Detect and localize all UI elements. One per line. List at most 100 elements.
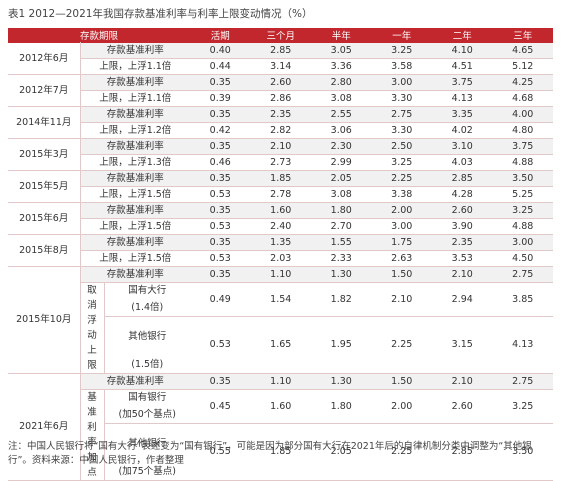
row-label: 存款基准利率 [80, 266, 190, 283]
value-cell: 3.00 [492, 234, 553, 251]
value-cell: 3.50 [492, 423, 553, 481]
row-label: 存款基准利率 [80, 170, 190, 187]
value-cell: 3.85 [492, 282, 553, 317]
value-cell: 1.60 [250, 389, 311, 424]
sub-note: (1.5倍) [104, 356, 190, 374]
value-cell: 2.30 [311, 138, 372, 155]
value-cell: 3.53 [432, 250, 493, 267]
value-cell: 2.85 [432, 423, 493, 481]
value-cell: 2.80 [311, 74, 372, 91]
value-cell: 1.75 [371, 234, 432, 251]
date-cell: 2012年6月 [8, 42, 81, 75]
value-cell: 0.35 [190, 106, 251, 123]
rate-table: 存款期限 活期 三个月 半年 一年 二年 三年 2012年6月 存款基准利率 0.40 2.85 3… [8, 28, 553, 481]
value-cell: 3.35 [432, 106, 493, 123]
value-cell: 4.00 [492, 106, 553, 123]
value-cell: 4.10 [432, 42, 493, 59]
value-cell: 2.86 [250, 90, 311, 107]
date-cell: 2015年3月 [8, 138, 81, 171]
sub-name: 其他银行 [128, 330, 167, 342]
value-cell: 3.38 [371, 186, 432, 203]
sub-name: 国有银行 [128, 392, 167, 404]
value-cell: 2.25 [371, 423, 432, 481]
value-cell: 2.10 [371, 282, 432, 317]
row-label: 存款基准利率 [80, 234, 190, 251]
sub-note: (1.4倍) [104, 299, 190, 317]
value-cell: 0.35 [190, 74, 251, 91]
value-cell: 1.55 [311, 234, 372, 251]
value-cell: 4.88 [492, 154, 553, 171]
date-cell: 2014年11月 [8, 106, 81, 139]
value-cell: 2.05 [311, 423, 372, 481]
value-cell: 4.51 [432, 58, 493, 75]
table-row: 取消浮动上限 国有大行 0.49 1.54 1.82 2.10 2.94 3.85 [8, 282, 553, 374]
value-cell: 2.63 [371, 250, 432, 267]
table-row: 2012年7月 存款基准利率 0.35 2.60 2.80 3.00 3.75 4.25 [8, 74, 553, 107]
sub-label: 基准利率加点 [80, 389, 105, 481]
row-label: 存款基准利率 [80, 74, 190, 91]
value-cell: 0.35 [190, 170, 251, 187]
table-row: 上限，上浮1.5倍 0.53 2.78 3.08 3.38 4.28 5.25 [8, 186, 553, 203]
value-cell: 0.53 [190, 250, 251, 267]
value-cell: 0.35 [190, 234, 251, 251]
value-cell: 0.53 [190, 218, 251, 235]
value-cell: 0.46 [190, 154, 251, 171]
value-cell: 0.53 [190, 316, 251, 374]
value-cell: 5.25 [492, 186, 553, 203]
value-cell: 2.35 [432, 234, 493, 251]
value-cell: 3.08 [311, 186, 372, 203]
value-cell: 2.75 [371, 106, 432, 123]
date-cell: 2012年7月 [8, 74, 81, 107]
value-cell: 0.40 [190, 42, 251, 59]
row-label: 上限，上浮1.5倍 [80, 218, 190, 235]
header-cell: 一年 [371, 28, 432, 43]
row-label: 上限，上浮1.5倍 [80, 250, 190, 267]
value-cell: 2.85 [250, 42, 311, 59]
value-cell: 2.25 [371, 170, 432, 187]
value-cell: 0.35 [190, 266, 251, 283]
value-cell: 2.94 [432, 282, 493, 317]
value-cell: 4.88 [492, 218, 553, 235]
header-cell: 三年 [492, 28, 553, 43]
value-cell: 3.58 [371, 58, 432, 75]
table-row: 2015年6月 存款基准利率 0.35 1.60 1.80 2.00 2.60 3.25 [8, 202, 553, 235]
value-cell: 2.75 [492, 266, 553, 283]
value-cell: 5.12 [492, 58, 553, 75]
value-cell: 2.70 [311, 218, 372, 235]
row-label: 存款基准利率 [80, 106, 190, 123]
value-cell: 3.25 [492, 202, 553, 219]
value-cell: 0.44 [190, 58, 251, 75]
value-cell: 1.10 [250, 266, 311, 283]
value-cell: 3.75 [432, 74, 493, 91]
table-row: 2015年3月 存款基准利率 0.35 2.10 2.30 2.50 3.10 3.75 [8, 138, 553, 171]
value-cell: 0.55 [190, 423, 251, 481]
value-cell: 2.10 [432, 266, 493, 283]
header-cell: 半年 [311, 28, 372, 43]
value-cell: 4.02 [432, 122, 493, 139]
date-cell: 2015年10月 [8, 266, 81, 374]
value-cell: 2.75 [492, 373, 553, 390]
value-cell: 1.60 [250, 202, 311, 219]
header-cell: 二年 [432, 28, 493, 43]
value-cell: 3.08 [311, 90, 372, 107]
value-cell: 3.15 [432, 316, 493, 374]
header-cell: 活期 [190, 28, 251, 43]
table-row: 2015年8月 存款基准利率 0.35 1.35 1.55 1.75 2.35 3.00 [8, 234, 553, 267]
row-label: 上限，上浮1.1倍 [80, 58, 190, 75]
table-row: (1.4倍) [8, 299, 553, 317]
row-label: 存款基准利率 [80, 138, 190, 155]
value-cell: 2.00 [371, 389, 432, 424]
value-cell: 2.73 [250, 154, 311, 171]
row-label: 上限，上浮1.2倍 [80, 122, 190, 139]
value-cell: 0.35 [190, 202, 251, 219]
value-cell: 0.39 [190, 90, 251, 107]
value-cell: 3.00 [371, 74, 432, 91]
value-cell: 3.30 [371, 122, 432, 139]
header-cell: 三个月 [250, 28, 311, 43]
row-label: 存款基准利率 [80, 42, 190, 59]
header-row: 存款期限 活期 三个月 半年 一年 二年 三年 [8, 28, 553, 43]
value-cell: 1.50 [371, 373, 432, 390]
table-row: 上限，上浮1.1倍 0.39 2.86 3.08 3.30 4.13 4.68 [8, 90, 553, 107]
value-cell: 2.82 [250, 122, 311, 139]
